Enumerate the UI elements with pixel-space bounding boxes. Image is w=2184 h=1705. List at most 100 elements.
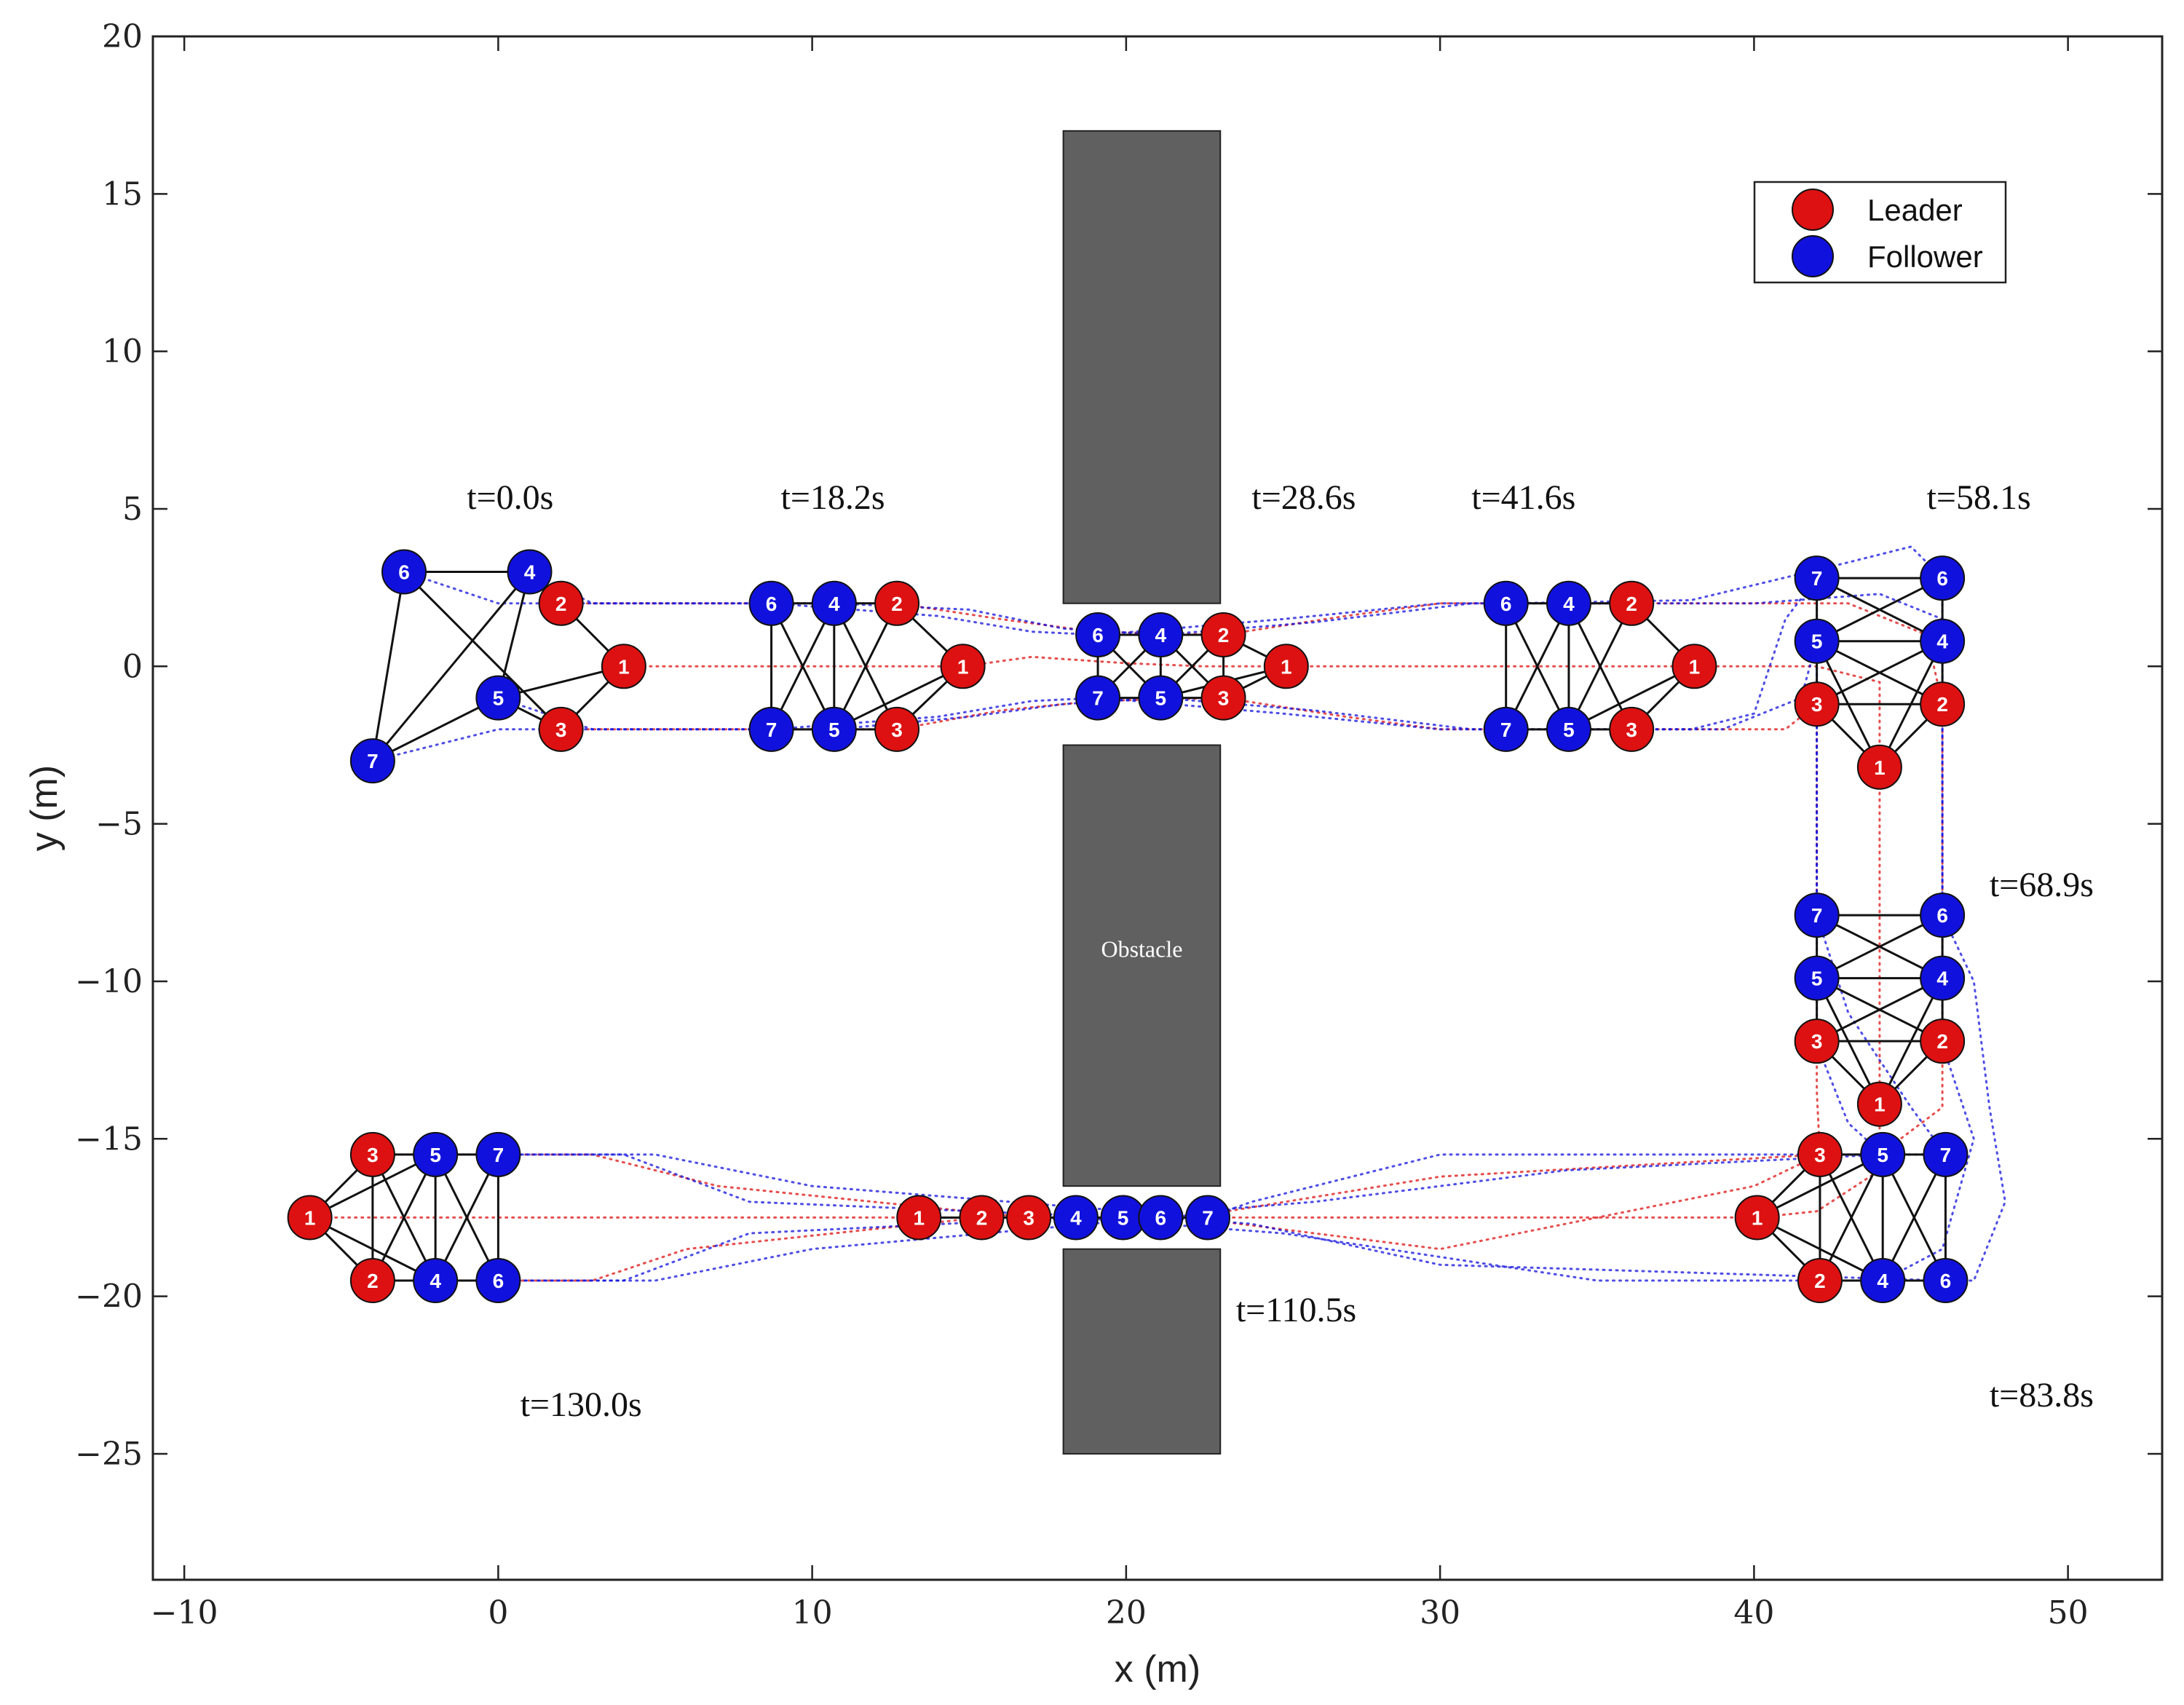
agent-id-label: 3 (1218, 687, 1230, 710)
time-label: t=110.5s (1236, 1291, 1356, 1329)
follower-agent-7 (475, 1131, 521, 1177)
agent-id-label: 5 (828, 719, 840, 741)
y-tick-label: −10 (75, 963, 143, 1000)
agent-id-label: 2 (555, 593, 567, 615)
agent-id-label: 1 (1689, 655, 1701, 678)
time-label: t=68.9s (1990, 866, 2094, 904)
agent-id-label: 5 (430, 1144, 441, 1166)
leader-agent-1 (287, 1195, 333, 1241)
follower-agent-5 (1794, 955, 1840, 1001)
y-tick-label: 10 (102, 333, 143, 371)
follower-agent-6 (381, 549, 427, 595)
follower-agent-6 (748, 580, 794, 626)
follower-agent-4 (1920, 955, 1966, 1001)
agent-id-label: 7 (1500, 719, 1512, 741)
agent-id-label: 3 (1626, 719, 1637, 741)
agent-id-label: 6 (1092, 624, 1104, 646)
agent-id-label: 1 (304, 1206, 316, 1229)
x-tick-label: 40 (1733, 1594, 1774, 1631)
agent-id-label: 7 (1811, 567, 1823, 590)
follower-agent-5 (1794, 618, 1840, 664)
formation-edge (403, 571, 562, 730)
time-label: t=58.1s (1927, 478, 2031, 517)
obstacle-1 (1062, 130, 1222, 604)
follower-agent-5 (811, 706, 857, 752)
leader-agent-1 (601, 644, 646, 689)
agent-id-label: 5 (493, 687, 505, 710)
leader-agent-1 (1734, 1195, 1780, 1241)
leader-agent-2 (1797, 1257, 1843, 1303)
formation-edge (1757, 1153, 1883, 1219)
leader-agent-1 (1671, 644, 1717, 689)
formation-edge (1881, 1154, 1947, 1281)
plot-frame (151, 35, 2164, 1581)
agent-id-label: 2 (367, 1270, 379, 1292)
formation-edge (372, 697, 499, 762)
leader-agent-2 (1920, 681, 1966, 727)
agent-id-label: 4 (1936, 968, 1948, 990)
y-tick-label: 5 (122, 491, 143, 528)
follower-agent-6 (475, 1257, 521, 1303)
follower-agent-7 (1185, 1195, 1230, 1241)
agents-layer: 1 2 3 4 5 6 7 1 2 3 4 5 6 7 1 2 3 4 5 6 7 1 2 3 4 5 6 7 1 2 3 4 5 6 7 1 2 3 4 5… (287, 549, 1969, 1303)
leader-agent-3 (1794, 681, 1840, 727)
formation-edge (833, 603, 898, 730)
agent-id-label: 2 (1218, 624, 1230, 646)
leader-agent-2 (1609, 580, 1655, 626)
agent-id-label: 1 (1874, 1093, 1886, 1116)
agent-id-label: 1 (618, 655, 630, 678)
x-tick-label: −10 (151, 1594, 218, 1631)
time-label: t=83.8s (1990, 1376, 2094, 1415)
follower-agent-4 (1053, 1195, 1099, 1241)
agent-id-label: 6 (398, 561, 410, 584)
leader-agent-3 (1200, 675, 1246, 721)
time-label: t=41.6s (1471, 478, 1575, 517)
formation-edge (1816, 914, 1943, 979)
formation-edge (1819, 1154, 1884, 1281)
agent-id-label: 2 (976, 1206, 988, 1229)
formation-edge (770, 603, 836, 730)
follower-agent-7 (1075, 675, 1121, 721)
follower-agent-7 (1794, 893, 1840, 938)
follower-agent-6 (1483, 580, 1529, 626)
agent-id-label: 6 (766, 593, 778, 615)
follower-agent-7 (349, 738, 395, 784)
time-label: t=0.0s (467, 478, 553, 517)
y-axis-title: y (m) (23, 765, 66, 851)
time-label: t=130.0s (521, 1385, 642, 1424)
agent-id-label: 4 (430, 1270, 441, 1292)
leader-agent-3 (1797, 1131, 1843, 1177)
agent-id-label: 1 (1874, 756, 1886, 779)
legend-leader-marker (1792, 189, 1834, 231)
leader-agent-3 (349, 1131, 395, 1177)
agent-id-label: 3 (1811, 693, 1823, 716)
x-axis-title: x (m) (1115, 1648, 1200, 1690)
time-label: t=18.2s (781, 478, 885, 517)
agent-id-label: 1 (957, 655, 969, 678)
formation-edge (1567, 603, 1633, 730)
agent-id-label: 1 (1281, 655, 1292, 678)
leader-agent-3 (538, 706, 584, 752)
agent-id-label: 4 (1936, 630, 1948, 653)
leader-agent-1 (940, 644, 986, 689)
leader-agent-3 (1609, 706, 1655, 752)
follower-agent-4 (413, 1257, 459, 1303)
leader-agent-2 (959, 1195, 1005, 1241)
agent-id-label: 1 (913, 1206, 925, 1229)
legend-follower-marker (1792, 235, 1834, 277)
formation-edge (309, 1153, 436, 1219)
agent-id-label: 7 (1811, 904, 1823, 927)
leader-agent-3 (874, 706, 920, 752)
follower-agent-5 (413, 1131, 459, 1177)
follower-agent-5 (475, 675, 521, 721)
follower-agent-7 (748, 706, 794, 752)
agent-id-label: 7 (367, 750, 379, 772)
formation-edge (1816, 977, 1943, 1043)
formation-edge (371, 1154, 437, 1281)
agent-id-label: 3 (891, 719, 903, 741)
agent-id-label: 6 (1936, 904, 1948, 927)
follower-agent-4 (507, 549, 553, 595)
agent-id-label: 4 (1155, 624, 1167, 646)
